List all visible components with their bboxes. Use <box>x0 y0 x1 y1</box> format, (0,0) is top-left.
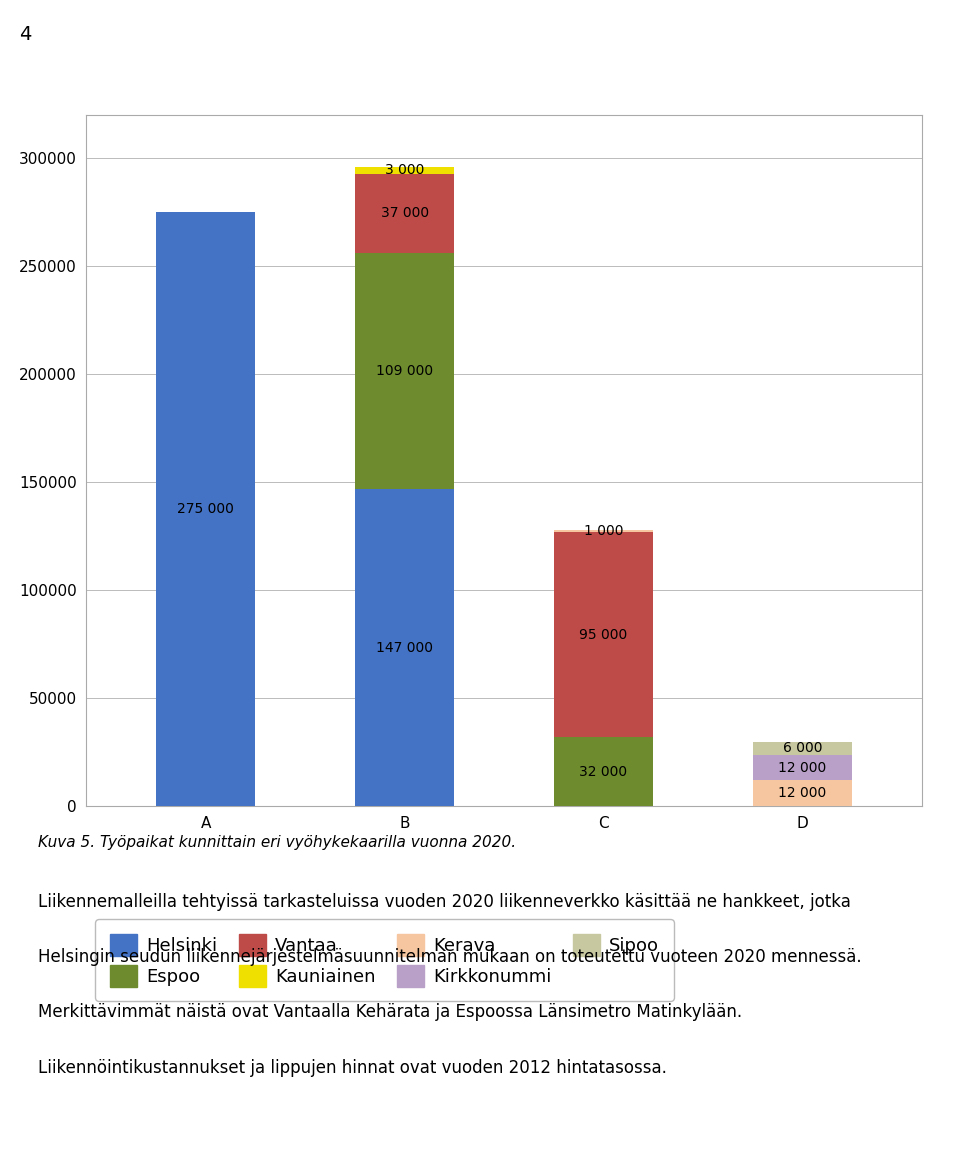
Text: 1 000: 1 000 <box>584 524 623 538</box>
Bar <box>753 755 852 781</box>
Bar <box>355 174 454 253</box>
Bar <box>355 253 454 488</box>
Text: 4: 4 <box>19 25 32 44</box>
Bar <box>753 781 852 806</box>
Text: 6 000: 6 000 <box>782 741 822 755</box>
Text: 109 000: 109 000 <box>376 364 433 378</box>
Bar <box>554 737 653 806</box>
Text: 37 000: 37 000 <box>380 206 428 220</box>
Text: Liikennemalleilla tehtyissä tarkasteluissa vuoden 2020 liikenneverkko käsittää n: Liikennemalleilla tehtyissä tarkasteluis… <box>38 893 852 911</box>
Text: 275 000: 275 000 <box>178 502 234 516</box>
Bar <box>355 488 454 806</box>
Bar <box>156 212 255 806</box>
Text: 12 000: 12 000 <box>779 787 827 801</box>
Text: Liikennöintikustannukset ja lippujen hinnat ovat vuoden 2012 hintatasossa.: Liikennöintikustannukset ja lippujen hin… <box>38 1059 667 1077</box>
Text: 95 000: 95 000 <box>579 628 628 642</box>
Text: 12 000: 12 000 <box>779 760 827 774</box>
Bar <box>355 167 454 174</box>
Text: Helsingin seudun liikennejärjestelmäsuunnitelman mukaan on toteutettu vuoteen 20: Helsingin seudun liikennejärjestelmäsuun… <box>38 948 862 967</box>
Bar <box>753 742 852 755</box>
Bar <box>554 530 653 532</box>
Text: 32 000: 32 000 <box>580 765 628 779</box>
Text: 147 000: 147 000 <box>376 641 433 654</box>
Text: Merkittävimmät näistä ovat Vantaalla Kehärata ja Espoossa Länsimetro Matinkylään: Merkittävimmät näistä ovat Vantaalla Keh… <box>38 1003 742 1022</box>
Legend: Helsinki, Espoo, Vantaa, Kauniainen, Kerava, Kirkkonummi, Sipoo: Helsinki, Espoo, Vantaa, Kauniainen, Ker… <box>95 919 674 1001</box>
Bar <box>554 532 653 737</box>
Text: 3 000: 3 000 <box>385 164 424 177</box>
Text: Kuva 5. Työpaikat kunnittain eri vyöhykekaarilla vuonna 2020.: Kuva 5. Työpaikat kunnittain eri vyöhyke… <box>38 835 516 850</box>
